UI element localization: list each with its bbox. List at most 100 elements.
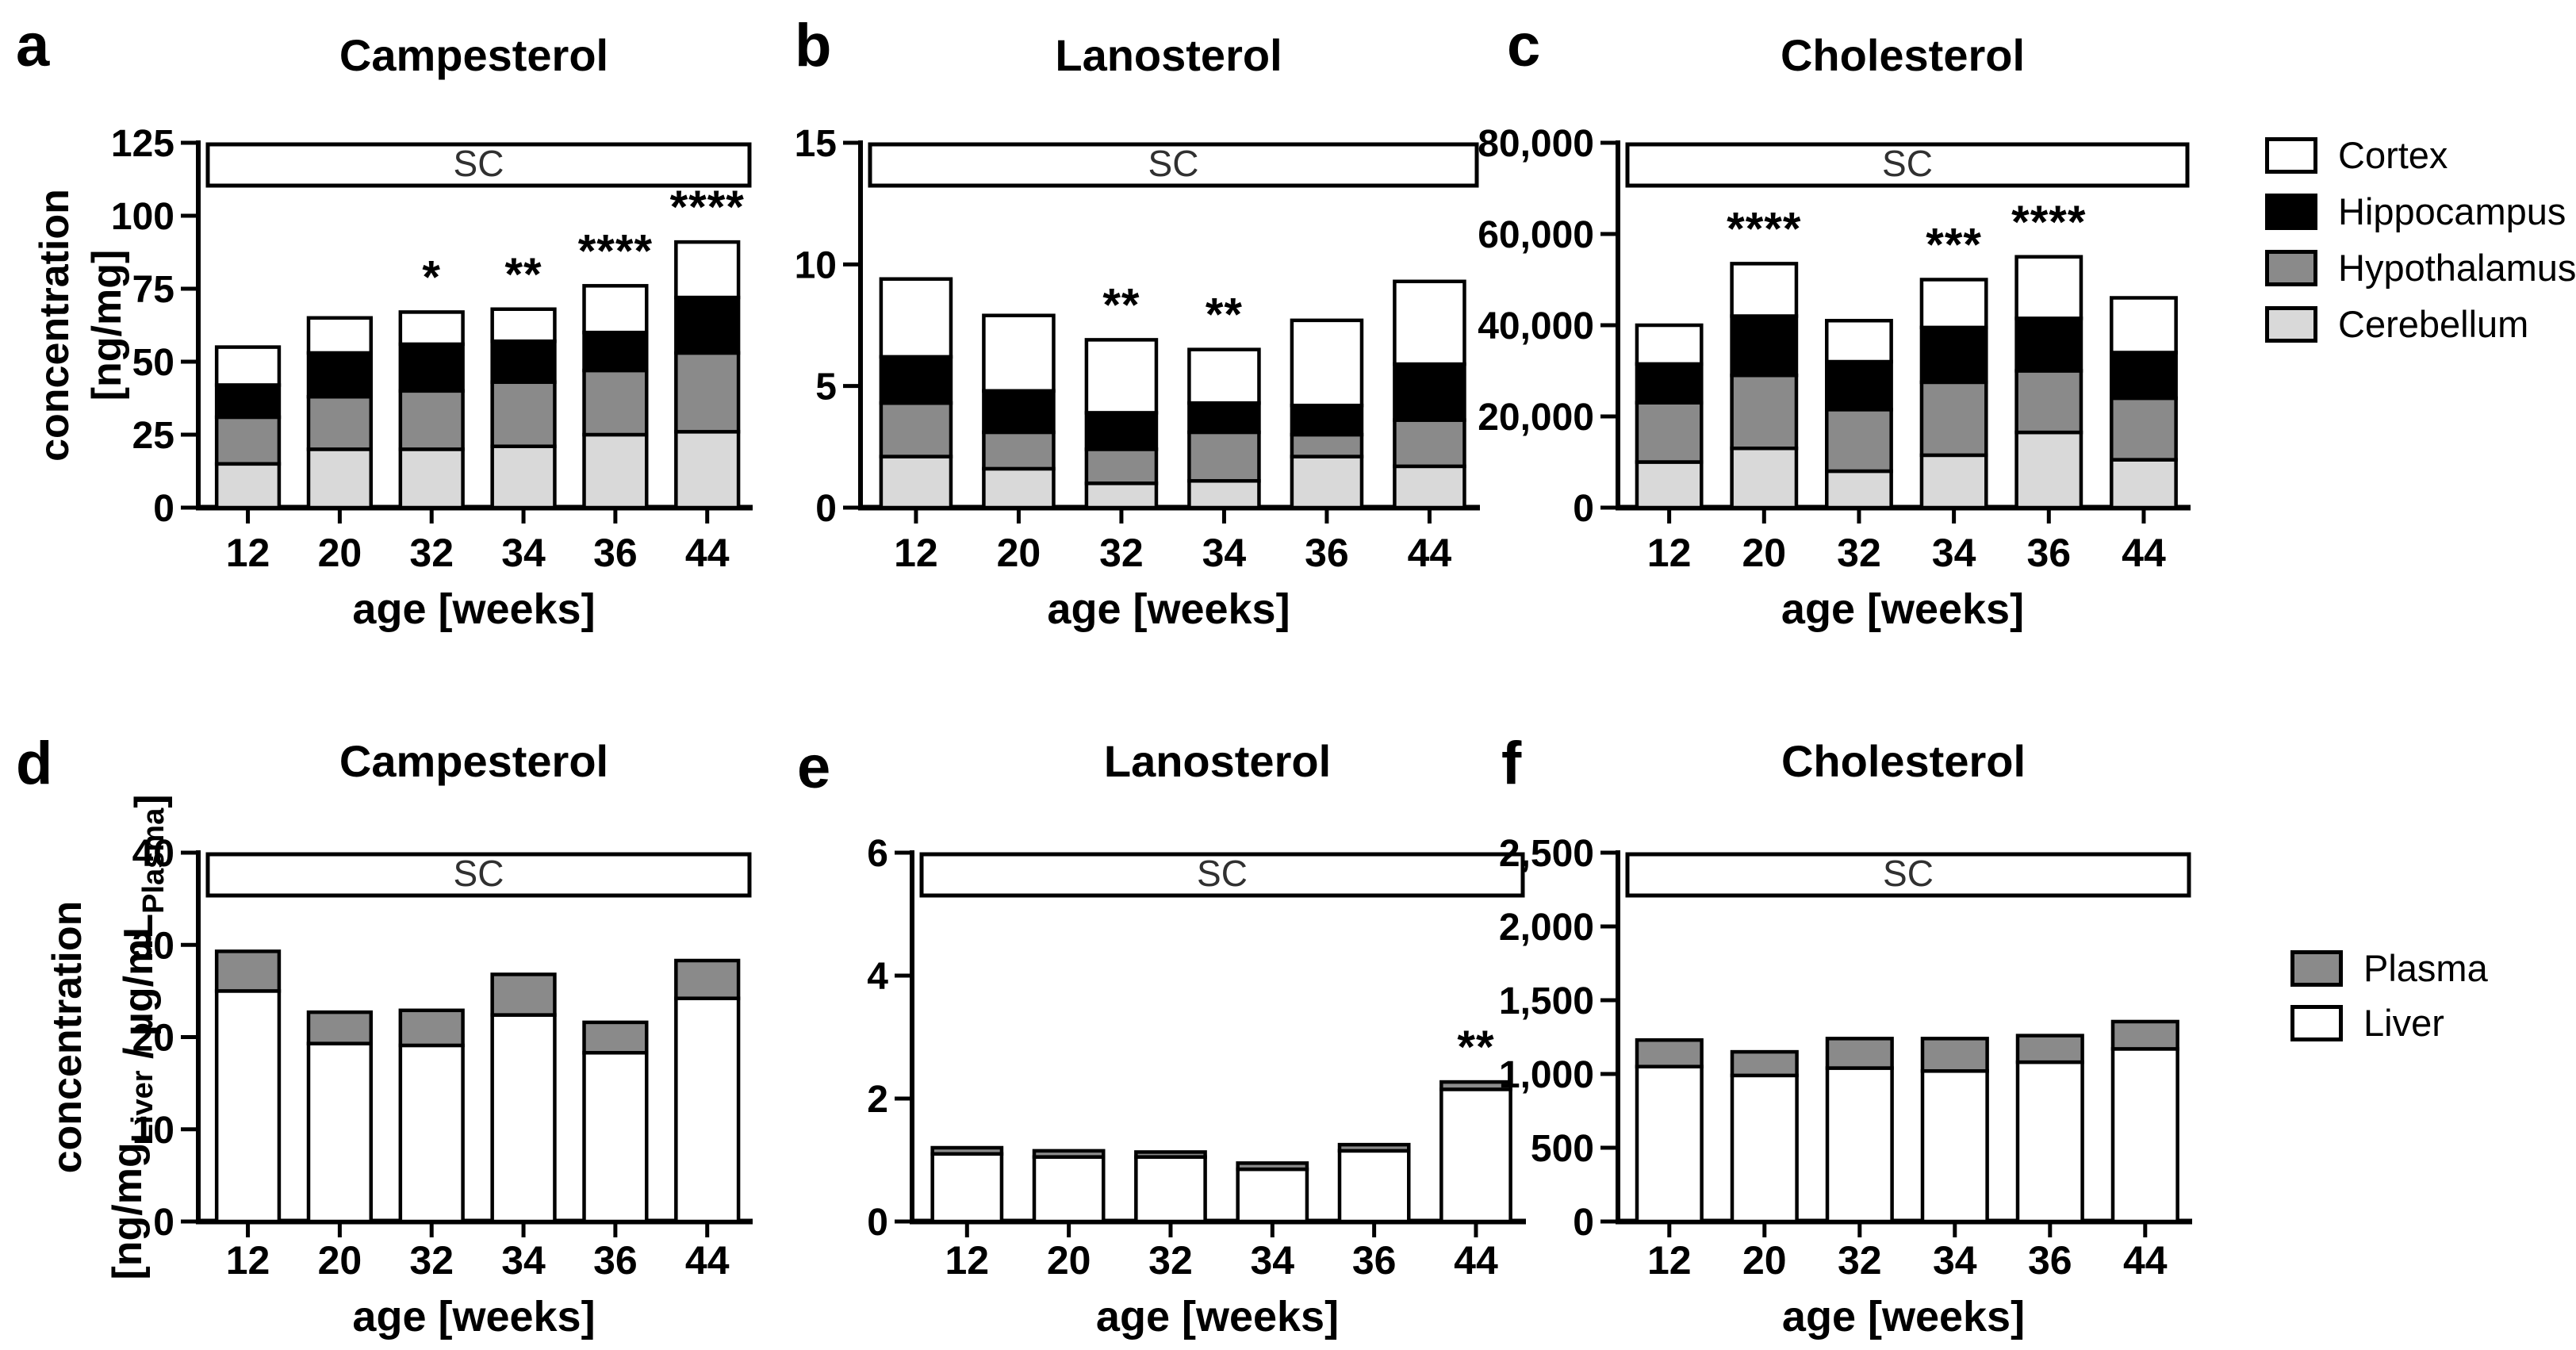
x-axis-title: age [weeks] <box>1047 585 1290 633</box>
bar-segment-plasma <box>674 958 741 1000</box>
bar-segment-hippocampus <box>982 389 1056 435</box>
bar-segment-cortex <box>214 345 282 387</box>
bar-segment-plasma <box>1134 1150 1207 1159</box>
x-tick-label: 32 <box>409 1238 454 1283</box>
x-tick-label: 36 <box>2028 1238 2072 1283</box>
treatment-box <box>205 852 752 898</box>
x-tick-label: 12 <box>226 531 270 575</box>
x-tick-label: 34 <box>501 1238 546 1283</box>
panel-d: 0 10 20 30 40 12 20 32 34 36 44 SC age [weeks] concen… <box>44 794 753 1340</box>
bar-segment-cortex <box>582 284 649 335</box>
x-tick-label: 34 <box>1933 1238 1977 1283</box>
bar-segment-cerebellum <box>879 454 953 510</box>
x-tick-label: 36 <box>1305 531 1349 575</box>
chart-title-e: Lanosterol <box>1103 736 1332 786</box>
bar-segment-cortex <box>1919 278 1988 330</box>
x-tick-label: 12 <box>894 531 938 575</box>
bar-segment-hypothalamus <box>879 401 953 458</box>
x-axis-title: age [weeks] <box>352 585 595 633</box>
chart-title-f: Cholesterol <box>1781 736 2026 786</box>
legend-item-hypothalamus: Hypothalamus <box>2265 240 2576 296</box>
x-tick-label: 36 <box>593 531 638 575</box>
x-tick-label: 32 <box>1838 1238 1882 1283</box>
bar-segment-liver <box>398 1043 465 1224</box>
y-tick-label: 0 <box>1573 1202 1594 1244</box>
bar-segment-plasma <box>1032 1149 1106 1159</box>
bar-segment-cortex <box>398 310 465 347</box>
panel-f: 0 500 1,000 1,500 2,000 2,500 12 20 32 34 36 44 SC ag… <box>1499 833 2192 1340</box>
legend-label: Hypothalamus <box>2338 247 2576 289</box>
chart-title-b: Lanosterol <box>1055 30 1282 80</box>
bar-segment-plasma <box>2110 1019 2179 1051</box>
bar-segment-cerebellum <box>214 462 282 510</box>
bar-segment-hypothalamus <box>1730 374 1799 451</box>
y-tick-label: 0 <box>153 1202 174 1244</box>
significance-stars: ** <box>1102 279 1140 331</box>
legend-label: Liver <box>2363 1002 2444 1044</box>
x-axis-title: age [weeks] <box>352 1293 595 1340</box>
bar-segment-cortex <box>1187 347 1261 405</box>
bar-segment-hypothalamus <box>1635 401 1704 464</box>
x-tick-label: 44 <box>1408 531 1452 575</box>
y-tick-label: 30 <box>132 925 174 967</box>
y-tick-label: 500 <box>1531 1128 1594 1170</box>
chart-title-c: Cholesterol <box>1780 30 2026 80</box>
bar-segment-cerebellum <box>1825 469 1893 510</box>
panel-a: 0 25 50 75 100 125 12 20 32 * 34 ** 36 **** 44 **** SC ag… <box>32 123 753 633</box>
y-tick-label: 5 <box>815 366 837 408</box>
bar-segment-hypothalamus <box>306 394 374 451</box>
x-tick-label: 20 <box>1047 1238 1091 1283</box>
bar-segment-plasma <box>2015 1034 2084 1064</box>
bar-segment-cerebellum <box>1290 454 1364 510</box>
legend-item-cortex: Cortex <box>2265 127 2576 183</box>
treatment-label: SC <box>1148 143 1199 184</box>
significance-stars: ** <box>1206 290 1243 341</box>
x-tick-label: 20 <box>1742 1238 1787 1283</box>
bar-segment-plasma <box>1825 1037 1894 1070</box>
y-tick-label: 15 <box>795 123 837 165</box>
y-axis-title: [ng/mg] <box>84 250 130 401</box>
treatment-label: SC <box>1882 143 1933 184</box>
x-tick-label: 44 <box>685 531 730 575</box>
bar-segment-plasma <box>306 1010 374 1045</box>
y-axis-title: concentration <box>32 189 78 462</box>
bar-segment-hypothalamus <box>1290 432 1364 458</box>
bar-segment-plasma <box>1439 1080 1512 1091</box>
y-tick-label: 2 <box>867 1079 888 1121</box>
x-tick-label: 32 <box>1837 531 1881 575</box>
bar-segment-plasma <box>930 1145 1004 1156</box>
bar-segment-hippocampus <box>1825 359 1893 412</box>
bar-segment-hippocampus <box>490 339 557 385</box>
x-tick-label: 44 <box>685 1238 730 1283</box>
y-tick-label: 125 <box>111 123 174 165</box>
bar-segment-cortex <box>306 316 374 355</box>
x-tick-label: 20 <box>997 531 1041 575</box>
panel-letter-c: c <box>1507 12 1541 79</box>
y-tick-label: 0 <box>153 488 174 530</box>
x-tick-label: 44 <box>1454 1238 1498 1283</box>
y-tick-label: 1,000 <box>1499 1054 1594 1096</box>
treatment-box <box>205 142 752 188</box>
bar-segment-plasma <box>398 1008 465 1048</box>
chart-title-d: Campesterol <box>339 736 609 786</box>
bar-segment-cortex <box>2110 296 2178 355</box>
x-tick-label: 32 <box>409 531 454 575</box>
y-tick-label: 2,000 <box>1499 907 1594 949</box>
treatment-label: SC <box>454 143 504 184</box>
bar-segment-hypothalamus <box>1084 447 1159 485</box>
bar-segment-hippocampus <box>306 351 374 399</box>
bar-segment-hippocampus <box>1635 362 1704 405</box>
treatment-label: SC <box>454 853 504 894</box>
bar-segment-hippocampus <box>582 330 649 373</box>
y-tick-label: 75 <box>132 269 174 311</box>
treatment-box <box>1625 142 2190 188</box>
x-tick-label: 12 <box>226 1238 270 1283</box>
x-axis-title: age [weeks] <box>1782 1293 2025 1340</box>
bar-segment-cerebellum <box>1393 464 1466 510</box>
legend-label: Cerebellum <box>2338 303 2529 345</box>
bar-segment-liver <box>674 996 741 1224</box>
significance-stars: ** <box>1457 1022 1494 1073</box>
bar-segment-liver <box>1635 1064 1704 1224</box>
bar-segment-liver <box>1032 1155 1106 1224</box>
bar-segment-cortex <box>490 307 557 343</box>
